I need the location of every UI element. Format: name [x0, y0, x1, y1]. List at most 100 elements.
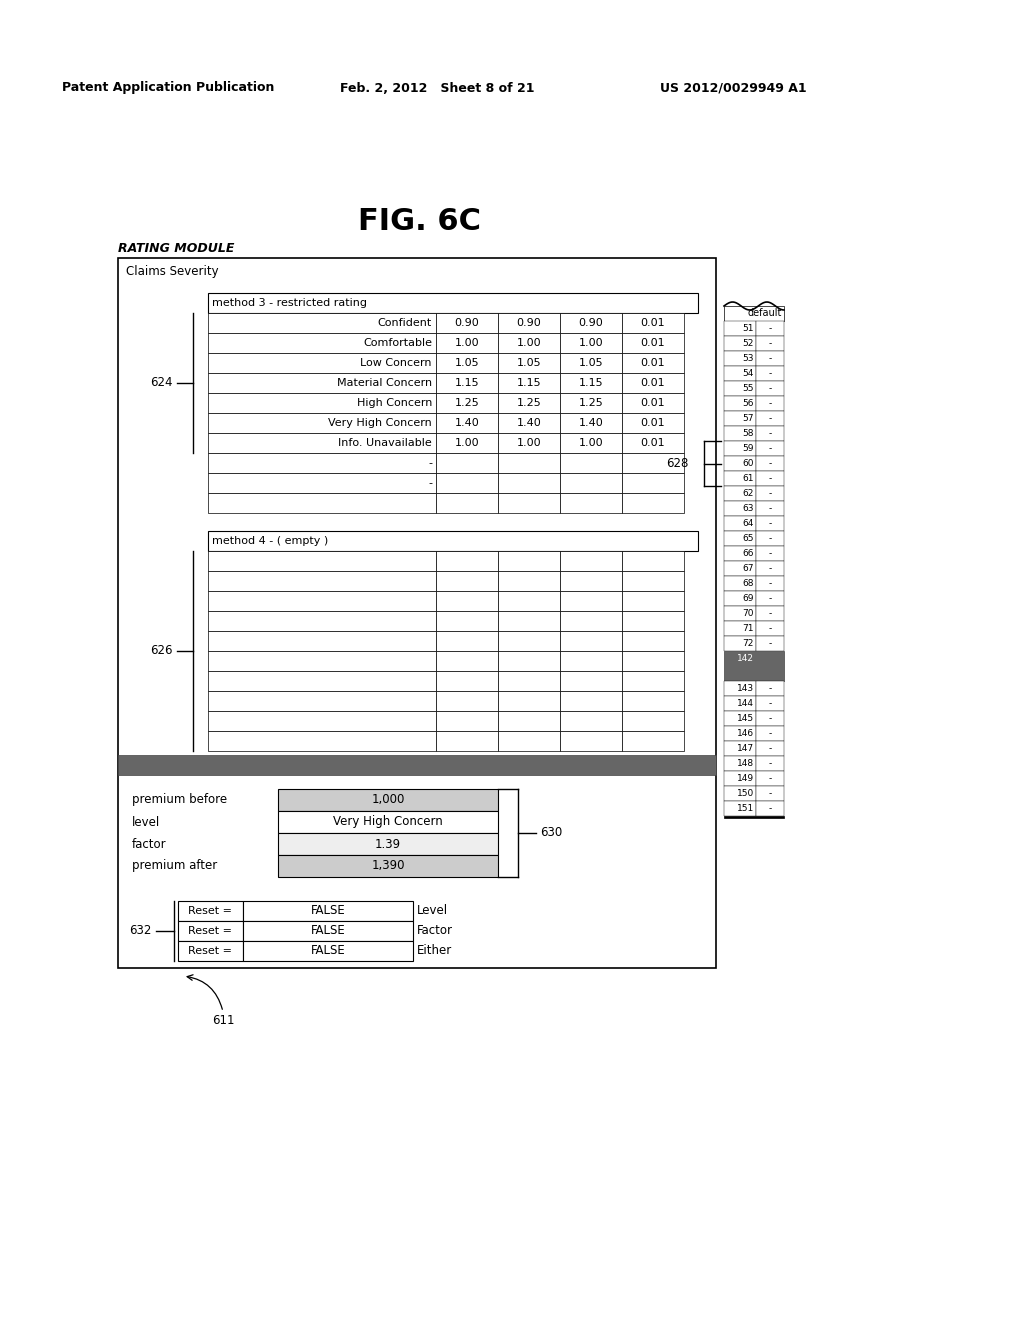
Text: 1,000: 1,000: [372, 793, 404, 807]
Bar: [560, 572, 622, 591]
Bar: [724, 306, 784, 321]
Bar: [208, 731, 436, 751]
Bar: [498, 413, 560, 433]
Bar: [208, 711, 436, 731]
Text: 0.01: 0.01: [641, 438, 666, 447]
Text: premium before: premium before: [132, 793, 227, 807]
Text: -: -: [768, 549, 772, 558]
Bar: [208, 531, 698, 550]
Text: -: -: [768, 444, 772, 453]
Bar: [498, 711, 560, 731]
Bar: [622, 413, 684, 433]
Text: -: -: [768, 474, 772, 483]
Text: Either: Either: [417, 945, 453, 957]
Bar: [436, 711, 498, 731]
Bar: [560, 313, 622, 333]
Bar: [436, 651, 498, 671]
Bar: [622, 731, 684, 751]
Bar: [622, 352, 684, 374]
Bar: [498, 352, 560, 374]
Bar: [208, 611, 436, 631]
Text: 51: 51: [742, 323, 754, 333]
Bar: [724, 396, 756, 411]
Bar: [178, 941, 243, 961]
Bar: [498, 731, 560, 751]
Text: 61: 61: [742, 474, 754, 483]
Text: -: -: [768, 684, 772, 693]
Bar: [724, 785, 756, 801]
Bar: [208, 333, 436, 352]
Text: 63: 63: [742, 504, 754, 513]
Text: premium after: premium after: [132, 859, 217, 873]
Text: FIG. 6C: FIG. 6C: [358, 207, 481, 236]
Bar: [622, 313, 684, 333]
Text: 67: 67: [742, 564, 754, 573]
Text: Comfortable: Comfortable: [362, 338, 432, 348]
Text: FALSE: FALSE: [310, 945, 345, 957]
Bar: [622, 333, 684, 352]
Text: -: -: [768, 535, 772, 543]
Bar: [436, 550, 498, 572]
Text: -: -: [428, 478, 432, 488]
Bar: [756, 471, 784, 486]
Text: 149: 149: [737, 774, 754, 783]
Bar: [498, 313, 560, 333]
Text: Reset =: Reset =: [188, 906, 232, 916]
Bar: [560, 550, 622, 572]
Text: Confident: Confident: [378, 318, 432, 327]
Text: FALSE: FALSE: [310, 924, 345, 937]
Bar: [756, 620, 784, 636]
Text: 1.00: 1.00: [517, 438, 542, 447]
Text: 1.15: 1.15: [579, 378, 603, 388]
Text: -: -: [768, 700, 772, 708]
Text: 1.05: 1.05: [579, 358, 603, 368]
Bar: [756, 756, 784, 771]
Text: 53: 53: [742, 354, 754, 363]
Text: 147: 147: [737, 744, 754, 752]
Bar: [756, 366, 784, 381]
Text: -: -: [768, 729, 772, 738]
Text: Feb. 2, 2012   Sheet 8 of 21: Feb. 2, 2012 Sheet 8 of 21: [340, 82, 535, 95]
Text: default: default: [748, 309, 782, 318]
Bar: [498, 473, 560, 492]
Bar: [622, 393, 684, 413]
Bar: [243, 941, 413, 961]
Bar: [208, 413, 436, 433]
Text: 1.15: 1.15: [517, 378, 542, 388]
Bar: [278, 855, 498, 876]
Bar: [436, 433, 498, 453]
Text: -: -: [768, 714, 772, 723]
Bar: [498, 550, 560, 572]
Text: 69: 69: [742, 594, 754, 603]
Bar: [756, 741, 784, 756]
Text: -: -: [768, 504, 772, 513]
Bar: [436, 492, 498, 513]
Bar: [208, 293, 698, 313]
Text: 1.00: 1.00: [579, 438, 603, 447]
Bar: [436, 333, 498, 352]
Bar: [436, 313, 498, 333]
Bar: [724, 726, 756, 741]
Bar: [208, 550, 436, 572]
Bar: [436, 352, 498, 374]
Text: 59: 59: [742, 444, 754, 453]
Text: 0.01: 0.01: [641, 399, 666, 408]
Text: 0.01: 0.01: [641, 358, 666, 368]
Bar: [756, 696, 784, 711]
Bar: [756, 321, 784, 337]
Bar: [756, 426, 784, 441]
Bar: [436, 671, 498, 690]
Text: Reset =: Reset =: [188, 927, 232, 936]
Bar: [208, 313, 436, 333]
Bar: [436, 413, 498, 433]
Bar: [756, 576, 784, 591]
Text: -: -: [768, 354, 772, 363]
Bar: [436, 690, 498, 711]
Bar: [756, 546, 784, 561]
Bar: [724, 531, 756, 546]
Bar: [756, 516, 784, 531]
Bar: [208, 651, 436, 671]
Bar: [622, 611, 684, 631]
Bar: [498, 572, 560, 591]
Bar: [724, 816, 784, 818]
